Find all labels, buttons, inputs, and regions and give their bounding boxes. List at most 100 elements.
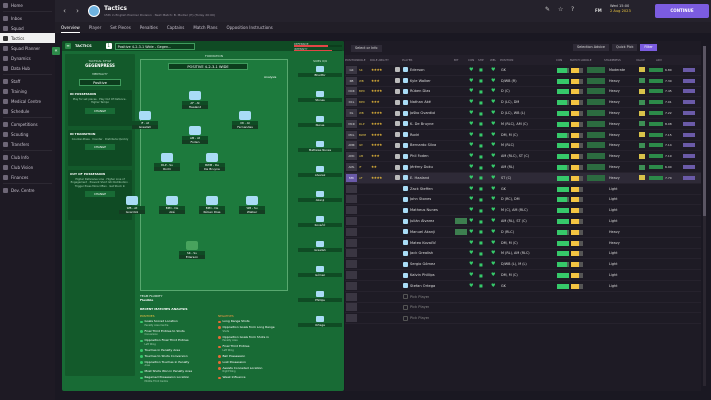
tab-penalties[interactable]: Penalties [139,25,158,30]
analysis-item[interactable]: Most Shots Won in Penalty Area [140,369,212,374]
player-cell[interactable]: Ederson [403,67,455,73]
quick-pick-button[interactable]: Quick Pick [612,44,638,51]
analysis-item[interactable]: Final Third Entries to Shots Conversion [140,329,212,337]
bit-toggle[interactable] [455,67,467,73]
column-header[interactable]: POSITION/DUTY [345,58,358,62]
player-cell[interactable]: Matheus Nunes [403,207,455,213]
squad-scrollbar[interactable] [703,46,706,386]
sub-slot[interactable]: Bhadfor [298,66,342,86]
selection-advice-button[interactable]: Selection Advice [573,44,610,51]
bit-toggle[interactable] [455,121,467,127]
sidebar-item-medical-centre[interactable]: Medical Centre [0,96,55,106]
info-icon[interactable] [395,88,400,94]
bit-toggle[interactable] [455,153,467,159]
player-cell[interactable]: Bernardo Silva [403,142,455,148]
change-in-possession-button[interactable]: CHANGE [85,107,115,114]
mentality-dropdown[interactable]: Positive [79,79,121,86]
table-row[interactable]: Zack Steffen ♥ ■ ♥ GK Light [345,184,701,195]
club-badge-icon[interactable] [88,5,100,17]
edit-icon[interactable]: ✎ [545,6,551,13]
table-row[interactable]: MCR DLP ★★★★ K. De Bruyne ♥ ■ ♥ M (RLC), AM (C)… [345,119,701,130]
pitch-player[interactable]: WB - Su Walker [239,196,265,216]
table-row[interactable]: Manuel Akanji ♥ ■ ♥ D (RLC) Heavy [345,227,701,238]
bit-toggle[interactable] [455,207,467,213]
column-header[interactable]: VALUE [636,58,645,62]
pitch-player[interactable]: AM - At Foden [182,126,208,146]
player-cell[interactable]: Stefan Ortega [403,283,455,289]
bit-toggle[interactable] [455,218,467,225]
sidebar-item-training[interactable]: Training [0,86,55,96]
info-icon[interactable] [395,78,400,84]
sub-slot[interactable]: Akanji [298,191,342,211]
pitch-player[interactable]: BPD - De Aké [159,196,185,216]
bit-toggle[interactable] [455,99,467,105]
sidebar-item-scouting[interactable]: Scouting [0,129,55,139]
table-row[interactable]: Matheus Nunes ♥ ■ ♥ M (C), AM (RLC) Light [345,205,701,217]
change-out-of-possession-button[interactable]: CHANGE [85,191,115,198]
position-slot[interactable] [346,227,357,236]
position-slot[interactable]: MCL [346,130,357,139]
bit-toggle[interactable] [455,228,467,235]
table-row[interactable]: AMR IW ★★★★ Bernardo Silva ♥ ■ ♥ M (RLC) Heavy 7.… [345,141,701,152]
analysis-item[interactable]: Long Range Shots [218,319,290,324]
player-cell[interactable]: Kalvin Phillips [403,272,455,278]
sidebar-item-competitions[interactable]: Competitions [0,119,55,129]
position-slot[interactable]: DCR [346,87,357,96]
analysis-item[interactable]: Touches in Penalty Area [140,348,212,353]
pitch-player[interactable]: BPD - De Rúben Dias [199,196,225,216]
sub-slot[interactable]: Ortega [298,316,342,336]
table-row[interactable]: Jack Grealish ♥ ■ ♥ M (RL), AM (RLC) Light [345,249,701,260]
sidebar-item-club-info[interactable]: Club Info [0,152,55,162]
continue-button[interactable]: CONTINUE [655,4,709,18]
position-slot[interactable]: AMC [346,152,357,161]
help-icon[interactable]: ? [571,6,575,13]
tactic-name-dropdown[interactable]: Positive 4-2-3-1 Wide - Gegen... [114,42,195,50]
position-slot[interactable]: GK [346,65,357,74]
player-cell[interactable]: K. De Bruyne [403,121,455,127]
bit-toggle[interactable] [455,272,467,278]
fm-logo[interactable]: FM [595,8,602,13]
info-icon[interactable] [395,121,400,127]
bit-toggle[interactable] [455,261,467,267]
position-slot[interactable] [346,281,357,290]
player-cell[interactable]: Phil Foden [403,153,455,159]
sub-slot[interactable]: Alvarez [298,166,342,186]
table-row[interactable]: DCL BPD ★★★ Nathan Aké ♥ ■ ♥ D (LC), DM Heavy 7.0… [345,97,701,109]
pitch-player[interactable]: SK - Su Ederson [179,241,205,261]
analysis-item[interactable]: Opposition Goals from Shots in Penalty Ar… [218,335,290,343]
sidebar-item-inbox[interactable]: Inbox [0,13,55,23]
sidebar-item-data-hub[interactable]: Data Hub [0,63,55,73]
bit-toggle[interactable] [455,196,467,202]
pitch-player[interactable]: DLP - Su Rodri [154,153,180,173]
tab-captains[interactable]: Captains [166,25,185,30]
sidebar-item-home[interactable]: Home [0,0,55,10]
pitch-player[interactable]: BWM - De De Bruyne [199,153,225,173]
position-slot[interactable] [346,271,357,280]
column-header[interactable]: CON [556,58,563,62]
menu-icon[interactable]: ≡ [65,43,71,49]
sidebar-item-squad[interactable]: Squad [0,23,55,33]
table-row[interactable]: AMC AM ★★★ Phil Foden ♥ ■ ♥ AM (RLC), ST (C) Hea… [345,151,701,163]
tab-opposition-instructions[interactable]: Opposition Instructions [226,25,273,30]
position-slot[interactable] [346,217,357,226]
filter-button[interactable]: Filter [640,44,657,51]
position-slot[interactable] [346,303,357,312]
info-icon[interactable] [395,164,400,170]
pitch-player[interactable]: IF - At Grealish [132,111,158,131]
pitch-player[interactable]: WB - At Gvardiol [119,196,145,216]
sub-slot[interactable]: Kovačić [298,216,342,236]
pitch-player[interactable]: AF - At Haaland [182,91,208,111]
tab-set-pieces[interactable]: Set Pieces [110,25,131,30]
table-row[interactable]: RB WB ★★★ Kyle Walker ♥ ■ ♥ D/WB (R) Heavy 7.30 [345,76,701,87]
bit-toggle[interactable] [455,186,467,192]
info-icon[interactable] [395,142,400,148]
info-icon[interactable] [395,132,400,138]
column-header[interactable]: BIT [454,58,459,62]
player-cell[interactable]: Mateo Kovačić [403,240,455,246]
table-row[interactable]: GK SK ★★★★ Ederson ♥ ■ ♥ GK Moderate 6.80 [345,65,701,76]
sub-slot[interactable]: Nunes [298,116,342,136]
back-arrow-icon[interactable]: ‹ [63,6,66,15]
sub-slot[interactable]: Gómez [298,266,342,286]
position-slot[interactable] [346,314,357,323]
analysis-item[interactable]: Weak Influence [218,375,290,380]
